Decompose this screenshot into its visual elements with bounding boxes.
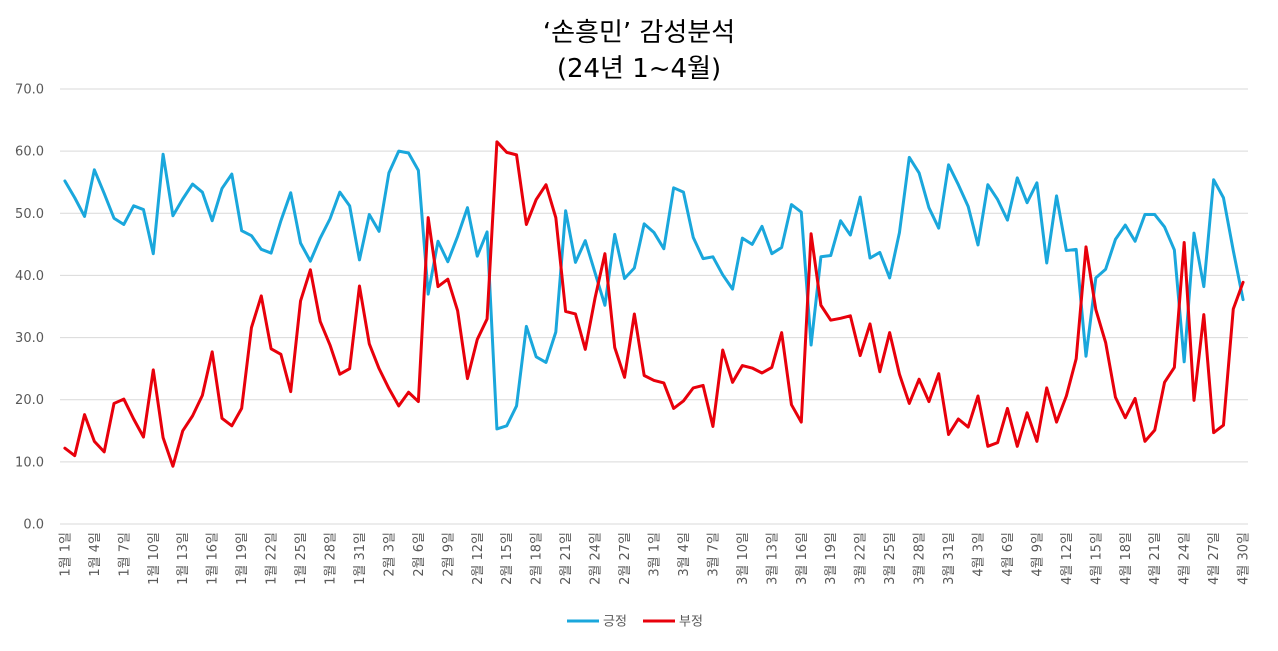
- series-layer: [63, 140, 1245, 468]
- x-tick-label: 3월 31일: [942, 532, 957, 585]
- x-tick-label: 3월 25일: [883, 532, 898, 585]
- x-tick-label: 4월 24일: [1178, 532, 1193, 585]
- y-axis: 0.0 10.0 20.0 30.0 40.0 50.0 60.0 70.0: [15, 83, 44, 533]
- x-tick-label: 2월 6일: [412, 532, 427, 577]
- x-tick-label: 2월 3일: [382, 532, 397, 577]
- legend-label: 긍정: [603, 615, 627, 630]
- x-tick-label: 4월 18일: [1119, 532, 1134, 585]
- x-tick-label: 4월 21일: [1148, 532, 1163, 585]
- x-tick-label: 2월 24일: [589, 532, 604, 585]
- x-tick-label: 1월 25일: [294, 532, 309, 585]
- y-tick-label: 70.0: [15, 83, 44, 98]
- x-tick-label: 1월 28일: [324, 532, 339, 585]
- x-tick-label: 3월 1일: [648, 532, 663, 577]
- y-tick-label: 0.0: [23, 518, 44, 533]
- x-tick-label: 1월 10일: [147, 532, 162, 585]
- x-tick-label: 3월 4일: [677, 532, 692, 577]
- chart-subtitle: (24년 1~4월): [556, 54, 722, 84]
- legend-item-positive: 긍정: [567, 615, 627, 630]
- x-tick-label: 3월 7일: [706, 532, 721, 577]
- legend-item-negative: 부정: [643, 615, 703, 630]
- x-tick-label: 1월 22일: [265, 532, 280, 585]
- y-tick-label: 40.0: [15, 269, 44, 284]
- series-line-positive: [63, 149, 1245, 431]
- x-tick-label: 2월 15일: [500, 532, 515, 585]
- x-tick-label: 1월 13일: [176, 532, 191, 585]
- x-tick-label: 4월 30일: [1237, 532, 1252, 585]
- x-tick-label: 3월 16일: [795, 532, 810, 585]
- x-tick-label: 1월 1일: [58, 532, 73, 577]
- y-tick-label: 10.0: [15, 455, 44, 470]
- chart-title: ‘손흥민’ 감성분석: [542, 18, 736, 48]
- x-tick-label: 2월 27일: [618, 532, 633, 585]
- x-tick-label: 3월 13일: [765, 532, 780, 585]
- x-tick-label: 2월 9일: [441, 532, 456, 577]
- gridlines: [60, 88, 1248, 525]
- x-tick-label: 1월 19일: [235, 532, 250, 585]
- legend-label: 부정: [679, 615, 703, 630]
- x-axis: 1월 1일 1월 4일 1월 7일 1월 10일 1월 13일 1월 16일 1월 19일 1…: [58, 532, 1251, 585]
- x-tick-label: 4월 15일: [1089, 532, 1104, 585]
- x-tick-label: 1월 31일: [353, 532, 368, 585]
- legend: 긍정 부정: [567, 615, 703, 630]
- x-tick-label: 3월 22일: [854, 532, 869, 585]
- y-tick-label: 60.0: [15, 145, 44, 160]
- x-tick-label: 3월 10일: [736, 532, 751, 585]
- x-tick-label: 1월 4일: [88, 532, 103, 577]
- x-tick-label: 2월 18일: [530, 532, 545, 585]
- x-tick-label: 4월 9일: [1030, 532, 1045, 577]
- y-tick-label: 50.0: [15, 207, 44, 222]
- x-tick-label: 4월 6일: [1001, 532, 1016, 577]
- y-tick-label: 30.0: [15, 331, 44, 346]
- x-tick-label: 1월 16일: [206, 532, 221, 585]
- x-tick-label: 1월 7일: [117, 532, 132, 577]
- x-tick-label: 3월 19일: [824, 532, 839, 585]
- x-tick-label: 4월 12일: [1060, 532, 1075, 585]
- x-tick-label: 3월 28일: [913, 532, 928, 585]
- x-tick-label: 2월 21일: [559, 532, 574, 585]
- x-tick-label: 4월 27일: [1207, 532, 1222, 585]
- x-tick-label: 2월 12일: [471, 532, 486, 585]
- series-line-negative: [63, 140, 1245, 468]
- x-tick-label: 4월 3일: [972, 532, 987, 577]
- y-tick-label: 20.0: [15, 393, 44, 408]
